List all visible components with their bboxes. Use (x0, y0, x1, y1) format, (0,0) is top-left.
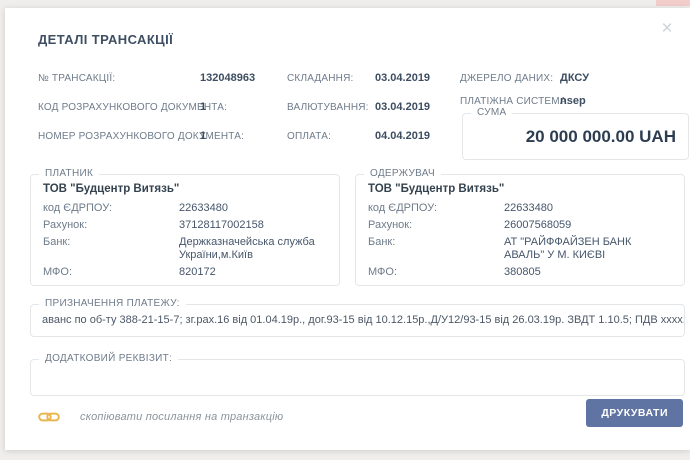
receiver-row-bank: Банк: АТ "РАЙФФАЙЗЕН БАНК АВАЛЬ" У М. КИ… (368, 236, 672, 262)
field-value: Держказначейська служба України,м.Київ (179, 236, 315, 261)
field-label: НОМЕР РОЗРАХУНКОВОГО ДОКУМЕНТА: (38, 131, 245, 142)
field-value: 37128117002158 (179, 219, 264, 231)
payer-row-mfo: МФО: 820172 (43, 266, 327, 279)
close-icon[interactable]: × (661, 18, 673, 39)
payer-box: ПЛАТНИК ТОВ "Будцентр Витязь" код ЄДРПОУ… (30, 168, 340, 286)
receiver-legend: ОДЕРЖУВАЧ (364, 168, 441, 179)
field-label: Рахунок: (368, 219, 413, 231)
field-label: код ЄДРПОУ: (43, 202, 113, 214)
receiver-row-edrpou: код ЄДРПОУ: 22633480 (368, 202, 672, 215)
amount-value: 20 000 000.00 UAH (525, 127, 676, 146)
info-row-payment-system: ПЛАТІЖНА СИСТЕМА: nsep (460, 95, 687, 110)
field-label: ВАЛЮТУВАННЯ: (287, 102, 369, 113)
receiver-row-mfo: МФО: 380805 (368, 266, 672, 279)
additional-requisite-field[interactable]: ДОДАТКОВИЙ РЕКВІЗИТ: (30, 353, 685, 396)
info-row-transaction-number: № ТРАНСАКЦІЇ: 132048963 (38, 72, 288, 87)
amount-box: СУМА 20 000 000.00 UAH (462, 107, 689, 160)
field-label: Банк: (368, 236, 396, 248)
field-value: 820172 (179, 266, 216, 278)
field-value: 03.04.2019 (375, 72, 431, 84)
transaction-details-modal: × ДЕТАЛІ ТРАНСАКЦІЇ № ТРАНСАКЦІЇ: 132048… (5, 8, 690, 450)
field-value: nsep (560, 95, 586, 107)
field-value: АТ "РАЙФФАЙЗЕН БАНК АВАЛЬ" У М. КИЄВІ (504, 236, 632, 261)
payer-name: ТОВ "Будцентр Витязь" (43, 183, 180, 195)
receiver-name: ТОВ "Будцентр Витязь" (368, 183, 505, 195)
print-button[interactable]: ДРУКУВАТИ (586, 399, 683, 427)
info-row-document-code: КОД РОЗРАХУНКОВОГО ДОКУМЕНТА: 1 (38, 101, 288, 116)
field-value: 04.04.2019 (375, 130, 431, 142)
payment-purpose-text: аванс по об-ту 388-21-15-7; зг.рах.16 ві… (42, 314, 684, 326)
info-row-payment-date: ОПЛАТА: 04.04.2019 (287, 130, 457, 145)
payment-purpose-label: ПРИЗНАЧЕННЯ ПЛАТЕЖУ: (39, 298, 186, 309)
field-label: код ЄДРПОУ: (368, 202, 438, 214)
field-value: 1 (200, 130, 207, 142)
additional-requisite-label: ДОДАТКОВИЙ РЕКВІЗИТ: (39, 353, 179, 364)
field-value: 22633480 (504, 202, 553, 214)
field-value: 380805 (504, 266, 541, 278)
amount-label: СУМА (471, 107, 513, 118)
receiver-row-account: Рахунок: 26007568059 (368, 219, 672, 232)
field-label: МФО: (43, 266, 73, 278)
info-row-composed-date: СКЛАДАННЯ: 03.04.2019 (287, 72, 457, 87)
field-value: ДКСУ (560, 72, 590, 84)
field-value: 22633480 (179, 202, 228, 214)
info-row-data-source: ДЖЕРЕЛО ДАНИХ: ДКСУ (460, 72, 687, 87)
receiver-details: ТОВ "Будцентр Витязь" код ЄДРПОУ: 226334… (356, 175, 684, 291)
background-accent-strip (656, 0, 690, 6)
field-label: Банк: (43, 236, 71, 248)
field-label: МФО: (368, 266, 398, 278)
payer-details: ТОВ "Будцентр Витязь" код ЄДРПОУ: 226334… (31, 175, 339, 291)
page-title: ДЕТАЛІ ТРАНСАКЦІЇ (38, 32, 174, 47)
field-value: 03.04.2019 (375, 101, 431, 113)
payer-row-bank: Банк: Держказначейська служба України,м.… (43, 236, 327, 262)
field-label: ДЖЕРЕЛО ДАНИХ: (460, 73, 554, 84)
payer-row-edrpou: код ЄДРПОУ: 22633480 (43, 202, 327, 215)
receiver-box: ОДЕРЖУВАЧ ТОВ "Будцентр Витязь" код ЄДРП… (355, 168, 685, 286)
field-label: КОД РОЗРАХУНКОВОГО ДОКУМЕНТА: (38, 102, 228, 113)
field-label: ПЛАТІЖНА СИСТЕМА: (460, 96, 570, 107)
chain-link-icon (38, 412, 60, 422)
copy-link-label: скопіювати посилання на транзакцію (80, 411, 284, 423)
field-label: ОПЛАТА: (287, 131, 332, 142)
payer-row-account: Рахунок: 37128117002158 (43, 219, 327, 232)
field-value: 26007568059 (504, 219, 572, 231)
field-value: 1 (200, 101, 207, 113)
field-label: № ТРАНСАКЦІЇ: (38, 73, 116, 84)
field-label: СКЛАДАННЯ: (287, 73, 354, 84)
field-label: Рахунок: (43, 219, 88, 231)
info-row-document-number: НОМЕР РОЗРАХУНКОВОГО ДОКУМЕНТА: 1 (38, 130, 288, 145)
info-row-value-date: ВАЛЮТУВАННЯ: 03.04.2019 (287, 101, 457, 116)
payer-legend: ПЛАТНИК (39, 168, 100, 179)
transaction-info-grid: № ТРАНСАКЦІЇ: 132048963 КОД РОЗРАХУНКОВО… (38, 72, 689, 173)
field-value: 132048963 (200, 72, 256, 84)
copy-transaction-link[interactable]: скопіювати посилання на транзакцію (38, 406, 283, 428)
payment-purpose-field[interactable]: ПРИЗНАЧЕННЯ ПЛАТЕЖУ: аванс по об-ту 388-… (30, 298, 685, 337)
